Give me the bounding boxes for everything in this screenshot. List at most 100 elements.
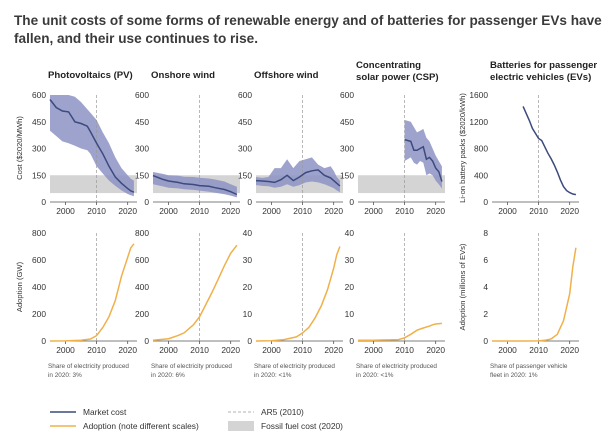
share-note-1: Share of electricity produced xyxy=(151,363,232,370)
cost-y-tick-label-2: 600 xyxy=(238,90,252,100)
market-cost-line-4 xyxy=(522,106,577,196)
adoption-x-tick-label-4: 2010 xyxy=(529,345,548,355)
cost-range-band-2 xyxy=(256,157,340,193)
panel-title-4: electric vehicles (EVs) xyxy=(490,72,591,83)
cost-x-tick-label-4: 2000 xyxy=(498,206,517,216)
battery-cost-y-axis-label: Li-on battery packs ($2020/kWh) xyxy=(458,93,467,203)
share-note-2: Share of electricity produced xyxy=(254,363,335,370)
adoption-x-tick-label-0: 2010 xyxy=(87,345,106,355)
adoption-y-tick-label-3: 20 xyxy=(345,282,355,292)
market-cost-line-2 xyxy=(255,169,341,187)
cost-y-tick-label-4: 800 xyxy=(474,144,488,154)
adoption-x-tick-label-3: 2000 xyxy=(364,345,383,355)
adoption-line-3 xyxy=(358,322,442,341)
cost-y-tick-label-1: 150 xyxy=(135,170,149,180)
adoption-y-tick-label-1: 0 xyxy=(144,336,149,346)
fossil-cost-band-3 xyxy=(358,175,445,194)
panel-title-1: Onshore wind xyxy=(151,70,215,81)
adoption-x-tick-label-3: 2020 xyxy=(426,345,445,355)
legend-adoption-label: Adoption (note different scales) xyxy=(83,421,199,431)
share-note-4: Share of passenger vehicle xyxy=(490,363,568,370)
cost-y-tick-label-0: 150 xyxy=(32,170,46,180)
cost-y-tick-label-4: 1200 xyxy=(469,117,488,127)
cost-y-tick-label-0: 600 xyxy=(32,90,46,100)
panel-title-0: Photovoltaics (PV) xyxy=(48,70,133,81)
adoption-y-tick-label-2: 20 xyxy=(243,282,253,292)
cost-x-tick-label-1: 2000 xyxy=(159,206,178,216)
adoption-x-tick-label-3: 2010 xyxy=(395,345,414,355)
cost-x-tick-label-1: 2020 xyxy=(221,206,240,216)
cost-x-tick-label-2: 2020 xyxy=(324,206,343,216)
adoption-x-tick-label-0: 2020 xyxy=(118,345,137,355)
cost-y-tick-label-3: 150 xyxy=(340,170,354,180)
adoption-x-tick-label-2: 2020 xyxy=(324,345,343,355)
legend-fossil-swatch xyxy=(228,421,254,431)
cost-y-tick-label-4: 0 xyxy=(483,197,488,207)
cost-y-tick-label-0: 300 xyxy=(32,144,46,154)
market-cost-line-3 xyxy=(404,138,443,182)
cost-y-tick-label-1: 600 xyxy=(135,90,149,100)
adoption-y-tick-label-3: 40 xyxy=(345,228,355,238)
cost-y-axis-label: Cost ($2020/MWh) xyxy=(15,116,24,180)
adoption-y-tick-label-2: 10 xyxy=(243,309,253,319)
cost-y-tick-label-2: 150 xyxy=(238,170,252,180)
adoption-y-tick-label-4: 4 xyxy=(483,282,488,292)
adoption-x-tick-label-1: 2010 xyxy=(190,345,209,355)
share-note-0: Share of electricity produced xyxy=(48,363,129,370)
adoption-y-tick-label-4: 2 xyxy=(483,309,488,319)
legend-ar5-label: AR5 (2010) xyxy=(261,407,304,417)
cost-y-tick-label-1: 300 xyxy=(135,144,149,154)
cost-x-tick-label-4: 2020 xyxy=(560,206,579,216)
adoption-x-tick-label-4: 2000 xyxy=(498,345,517,355)
adoption-y-tick-label-2: 40 xyxy=(243,228,253,238)
panel-title-3: Concentrating xyxy=(356,60,421,71)
share-note-3: Share of electricity produced xyxy=(356,363,437,370)
adoption-y-tick-label-4: 0 xyxy=(483,336,488,346)
adoption-y-tick-label-0: 200 xyxy=(32,309,46,319)
adoption-line-1 xyxy=(152,244,238,342)
cost-x-tick-label-0: 2020 xyxy=(118,206,137,216)
adoption-line-0 xyxy=(49,243,135,342)
cost-y-tick-label-4: 400 xyxy=(474,170,488,180)
cost-x-tick-label-2: 2010 xyxy=(293,206,312,216)
adoption-y-tick-label-0: 600 xyxy=(32,255,46,265)
cost-y-tick-label-1: 0 xyxy=(144,197,149,207)
panel-title-3: solar power (CSP) xyxy=(356,72,439,83)
adoption-y-axis-label: Adoption (GW) xyxy=(15,261,24,312)
share-note-1: in 2020: 6% xyxy=(151,372,185,379)
cost-y-tick-label-0: 450 xyxy=(32,117,46,127)
adoption-x-tick-label-0: 2000 xyxy=(56,345,75,355)
cost-y-tick-label-4: 1600 xyxy=(469,90,488,100)
cost-y-tick-label-0: 0 xyxy=(41,197,46,207)
adoption-y-tick-label-3: 0 xyxy=(349,336,354,346)
cost-range-band-0 xyxy=(50,95,134,197)
ev-adoption-y-axis-label: Adoption (millions of EVs) xyxy=(458,243,467,330)
adoption-y-tick-label-4: 8 xyxy=(483,228,488,238)
share-note-2: in 2020: <1% xyxy=(254,372,292,379)
adoption-y-tick-label-1: 600 xyxy=(135,255,149,265)
cost-y-tick-label-3: 450 xyxy=(340,117,354,127)
adoption-y-tick-label-1: 800 xyxy=(135,228,149,238)
cost-x-tick-label-0: 2000 xyxy=(56,206,75,216)
cost-y-tick-label-2: 300 xyxy=(238,144,252,154)
adoption-y-tick-label-1: 400 xyxy=(135,282,149,292)
legend-fossil-label: Fossil fuel cost (2020) xyxy=(261,421,343,431)
adoption-y-tick-label-3: 30 xyxy=(345,255,355,265)
adoption-x-tick-label-2: 2000 xyxy=(262,345,281,355)
figure-title: The unit costs of some forms of renewabl… xyxy=(14,13,602,46)
cost-y-tick-label-2: 0 xyxy=(247,197,252,207)
adoption-line-2 xyxy=(255,246,341,342)
adoption-y-tick-label-0: 400 xyxy=(32,282,46,292)
market-cost-line-1 xyxy=(152,174,238,196)
cost-y-tick-label-3: 600 xyxy=(340,90,354,100)
adoption-x-tick-label-2: 2010 xyxy=(293,345,312,355)
share-note-4: fleet in 2020: 1% xyxy=(490,372,538,379)
adoption-line-4 xyxy=(492,247,577,342)
adoption-x-tick-label-1: 2000 xyxy=(159,345,178,355)
legend-market-cost-label: Market cost xyxy=(83,407,127,417)
adoption-y-tick-label-0: 800 xyxy=(32,228,46,238)
cost-y-tick-label-1: 450 xyxy=(135,117,149,127)
cost-x-tick-label-4: 2010 xyxy=(529,206,548,216)
adoption-x-tick-label-4: 2020 xyxy=(560,345,579,355)
